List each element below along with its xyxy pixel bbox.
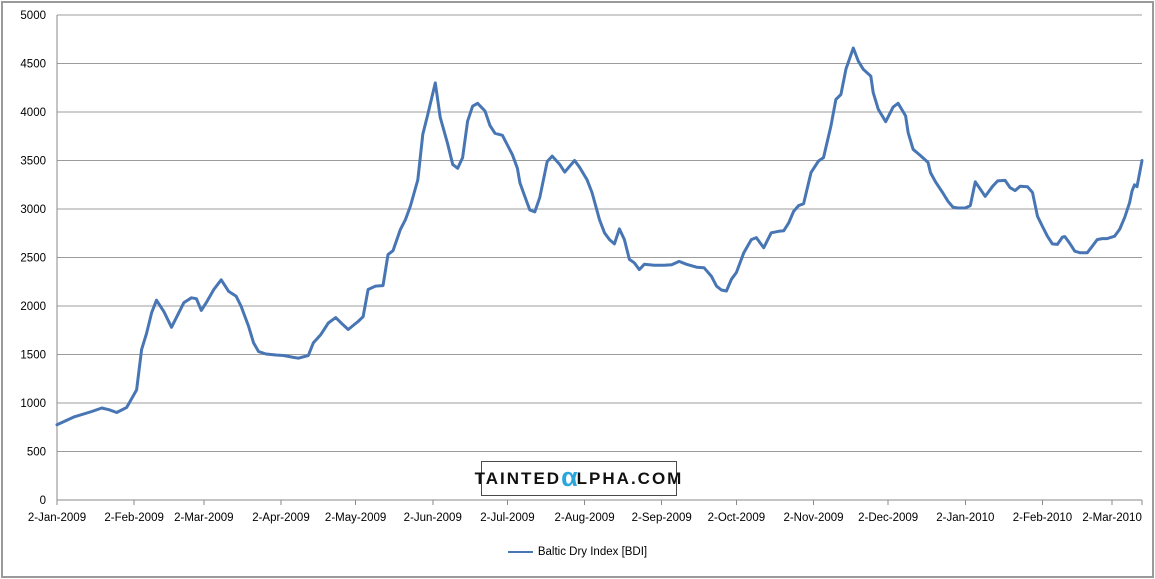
x-axis-label: 2-Jun-2009: [404, 512, 462, 524]
y-axis-label: 5000: [20, 10, 46, 22]
x-axis-label: 2-Aug-2009: [555, 512, 615, 524]
y-axis-label: 1000: [20, 398, 46, 410]
x-axis-label: 2-Mar-2009: [174, 512, 233, 524]
x-axis-label: 2-Sep-2009: [632, 512, 692, 524]
y-axis-label: 4000: [20, 107, 46, 119]
x-axis-label: 2-Feb-2010: [1013, 512, 1072, 524]
y-axis-label: 500: [27, 447, 46, 459]
x-axis-label: 2-May-2009: [325, 512, 386, 524]
y-axis-label: 2000: [20, 301, 46, 313]
y-axis-label: 4500: [20, 59, 46, 71]
y-axis-labels: 0 500 1000 1500 2000 2500 3000 3500 4000 4500 5000: [20, 10, 46, 507]
y-axis-label: 2500: [20, 253, 46, 265]
x-axis-labels: 2-Jan-2009 2-Feb-2009 2-Mar-2009 2-Apr-2009…: [28, 512, 1142, 524]
y-axis-label: 1500: [20, 350, 46, 362]
gridlines: [57, 14, 1142, 452]
x-axis-ticks: [56, 500, 1143, 505]
legend-series-label: Baltic Dry Index [BDI]: [537, 546, 648, 558]
watermark-box: TAINTED α LPHA.COM: [475, 461, 681, 496]
y-axis-label: 3500: [20, 156, 46, 168]
chart-legend: Baltic Dry Index [BDI]: [0, 544, 1155, 560]
watermark-alpha-glyph: α: [561, 462, 578, 492]
axes: [56, 15, 1142, 501]
bdi-series-line: [55, 46, 1144, 427]
y-axis-label: 0: [40, 495, 46, 507]
x-axis-label: 2-Apr-2009: [252, 512, 310, 524]
x-axis-label: 2-Dec-2009: [858, 512, 918, 524]
x-axis-label: 2-Feb-2009: [104, 512, 163, 524]
x-axis-label: 2-Jul-2009: [480, 512, 534, 524]
legend-line-marker: [507, 551, 533, 553]
x-axis-label: 2-Jan-2009: [28, 512, 86, 524]
x-axis-label: 2-Oct-2009: [708, 512, 766, 524]
x-axis-label: 2-Jan-2010: [936, 512, 994, 524]
x-axis-label: 2-Mar-2010: [1082, 512, 1141, 524]
x-axis-label: 2-Nov-2009: [783, 512, 843, 524]
watermark-text-left: TAINTED: [474, 469, 562, 488]
watermark-text-right: LPHA.COM: [576, 469, 684, 488]
y-axis-label: 3000: [20, 204, 46, 216]
